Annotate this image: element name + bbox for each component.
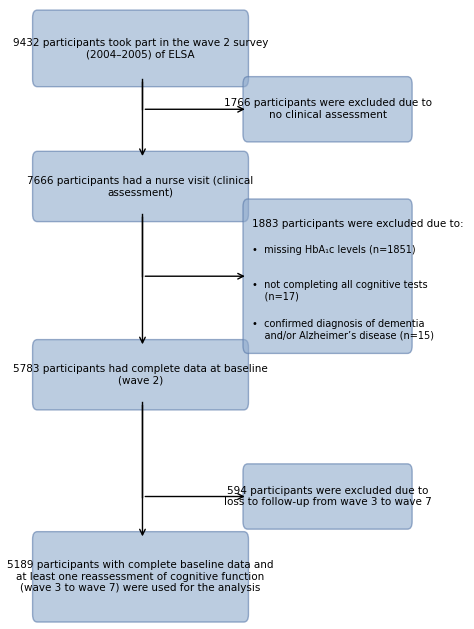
Text: •  confirmed diagnosis of dementia
    and/or Alzheimer’s disease (n=15): • confirmed diagnosis of dementia and/or… <box>252 319 434 340</box>
FancyBboxPatch shape <box>33 532 248 622</box>
FancyBboxPatch shape <box>243 77 412 142</box>
FancyBboxPatch shape <box>33 152 248 221</box>
Text: 5189 participants with complete baseline data and
at least one reassessment of c: 5189 participants with complete baseline… <box>7 560 274 593</box>
Text: 1883 participants were excluded due to:: 1883 participants were excluded due to: <box>252 219 464 229</box>
Text: •  missing HbA₁c levels (n=1851): • missing HbA₁c levels (n=1851) <box>252 245 416 255</box>
Text: 594 participants were excluded due to
loss to follow-up from wave 3 to wave 7: 594 participants were excluded due to lo… <box>224 486 431 508</box>
Text: 1766 participants were excluded due to
no clinical assessment: 1766 participants were excluded due to n… <box>224 99 431 120</box>
FancyBboxPatch shape <box>33 340 248 410</box>
Text: 7666 participants had a nurse visit (clinical
assessment): 7666 participants had a nurse visit (cli… <box>27 175 254 198</box>
FancyBboxPatch shape <box>33 10 248 87</box>
FancyBboxPatch shape <box>243 464 412 529</box>
Text: 5783 participants had complete data at baseline
(wave 2): 5783 participants had complete data at b… <box>13 364 268 386</box>
Text: 9432 participants took part in the wave 2 survey
(2004–2005) of ELSA: 9432 participants took part in the wave … <box>13 38 268 59</box>
Text: •  not completing all cognitive tests
    (n=17): • not completing all cognitive tests (n=… <box>252 280 428 301</box>
FancyBboxPatch shape <box>243 199 412 353</box>
